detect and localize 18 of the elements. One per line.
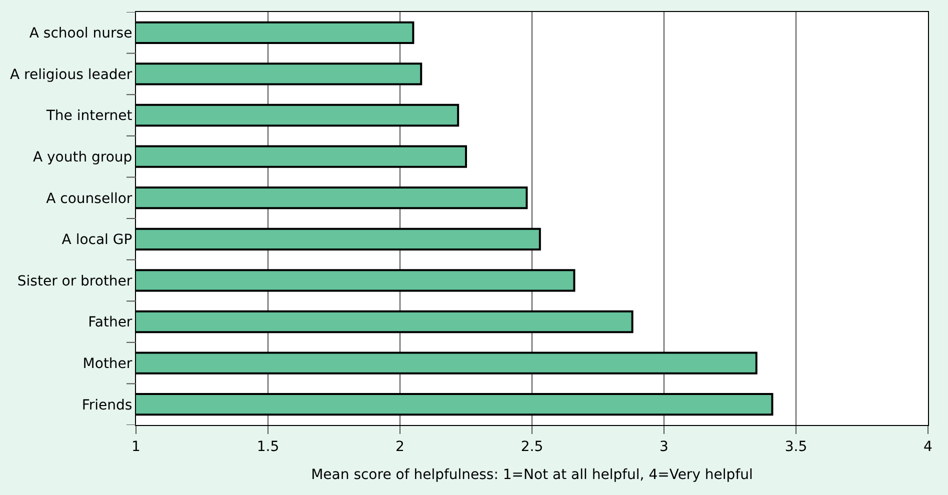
y-tick-label: Father [88, 314, 132, 331]
y-tick-label: A religious leader [10, 66, 132, 83]
y-tick-label: A school nurse [29, 26, 132, 42]
y-tick-label: The internet [45, 108, 133, 124]
x-tick-label: 3.5 [784, 438, 808, 455]
x-tick-label: 4 [924, 438, 933, 455]
x-axis-title: Mean score of helpfulness: 1=Not at all helpful, 4=Very helpful [311, 467, 753, 484]
y-tick-label: Mother [82, 356, 132, 372]
x-tick-label: 2.5 [520, 438, 544, 455]
y-tick-label: Friends [82, 397, 132, 414]
x-tick-label: 3 [660, 438, 668, 455]
y-tick-label: A local GP [62, 232, 132, 248]
x-tick-label: 1 [132, 438, 140, 455]
x-tick-label: 2 [396, 438, 404, 455]
y-tick-label: Sister or brother [17, 273, 132, 290]
x-tick-label: 1.5 [256, 438, 280, 455]
y-tick-label: A counsellor [46, 190, 132, 207]
y-tick-label: A youth group [32, 149, 132, 166]
